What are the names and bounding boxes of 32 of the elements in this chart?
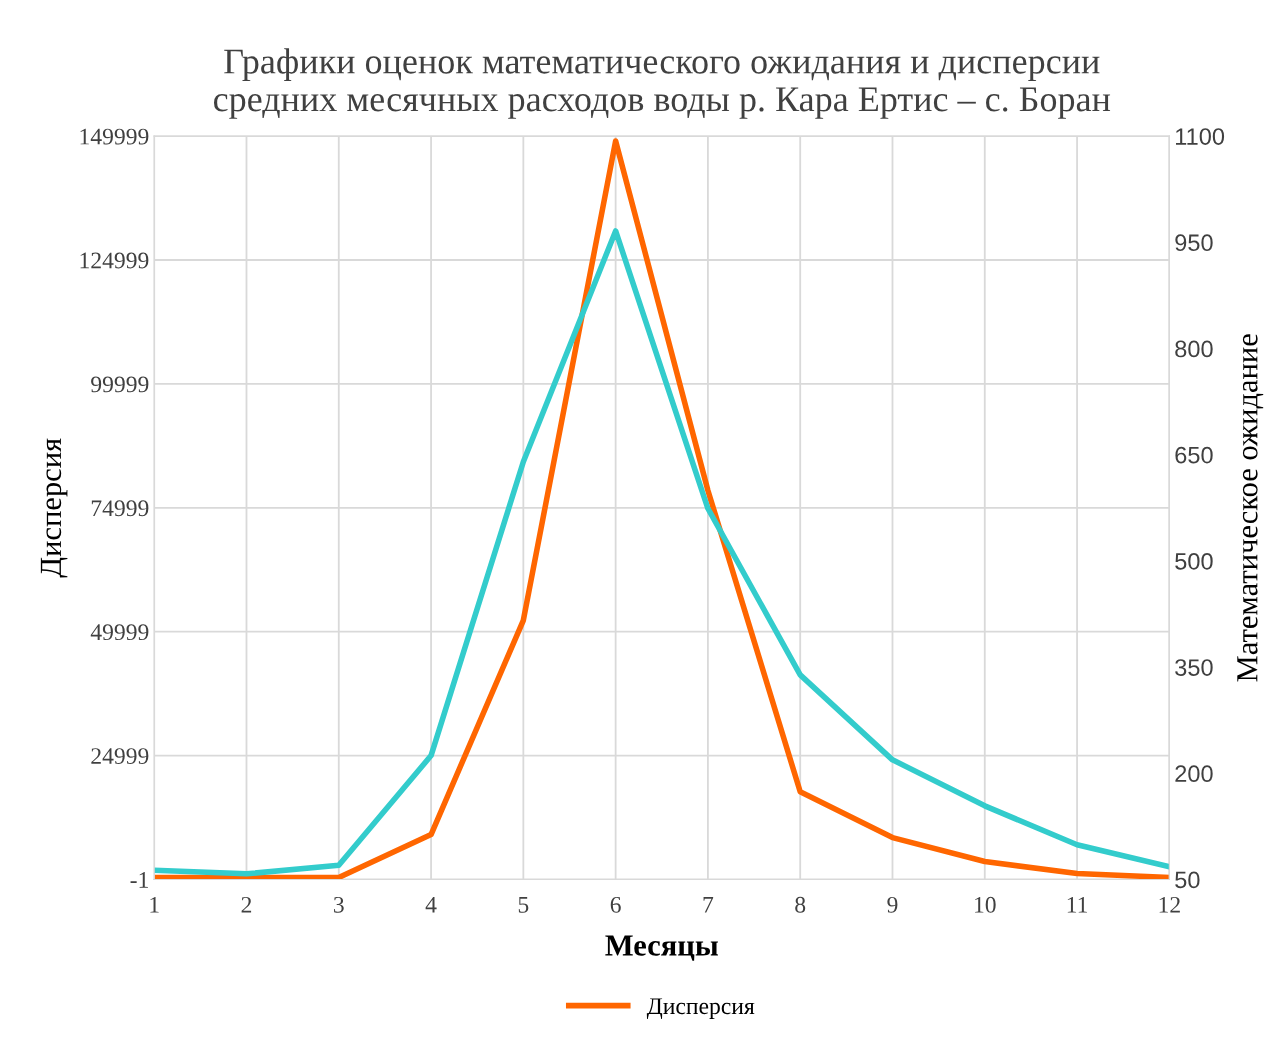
y2-tick-label: 500 [1175, 552, 1213, 570]
x-tick-label: 6 [610, 896, 621, 913]
x-tick-label: 12 [1159, 896, 1180, 913]
y2-tick-label: 50 [1175, 871, 1200, 889]
x-tick-label: 7 [703, 897, 714, 913]
x-tick-label: 11 [1067, 896, 1088, 913]
y2-tick-label: 200 [1175, 765, 1213, 783]
y2-tick-label: 350 [1175, 659, 1213, 676]
y-tick-label: 74999 [91, 500, 149, 517]
x-tick-label: 10 [975, 896, 996, 913]
x-tick-label: 4 [425, 896, 437, 913]
y-tick-label: -1 [130, 872, 148, 888]
y-axis-title: Дисперсия [40, 438, 68, 578]
y-tick-label: 124999 [80, 252, 149, 269]
x-tick-label: 9 [887, 896, 898, 913]
y-tick-label: 99999 [91, 376, 149, 393]
x-tick-label: 3 [334, 896, 344, 913]
y2-tick-label: 800 [1175, 340, 1213, 358]
y2-axis-title: Математическое ожидание [1237, 334, 1264, 682]
x-tick-label: 5 [518, 897, 529, 913]
x-tick-label: 1 [150, 896, 159, 913]
y-tick-label: 149999 [80, 128, 149, 145]
x-tick-label: 2 [241, 896, 252, 913]
x-axis-title: Месяцы [605, 935, 718, 961]
y2-tick-label: 1100 [1176, 128, 1225, 145]
y2-tick-label: 650 [1175, 446, 1213, 464]
y2-tick-label: 950 [1175, 234, 1213, 252]
legend-label: Дисперсия [646, 998, 755, 1019]
x-tick-label: 8 [795, 896, 806, 913]
y-tick-label: 49999 [90, 624, 149, 641]
y-tick-label: 24999 [91, 748, 149, 765]
chart-title: Графики оценок математического ожидания и дисперсии средних месячных расходов воды р. Кара Ертис – с. Боран [213, 48, 1111, 119]
